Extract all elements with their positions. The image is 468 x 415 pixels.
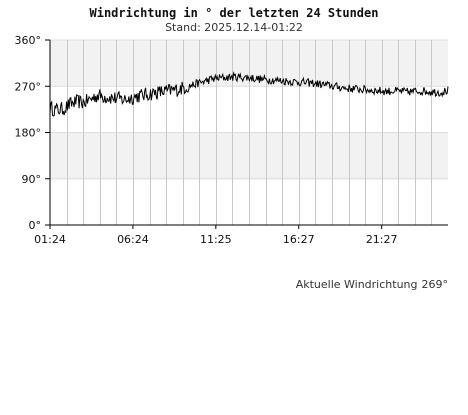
chart-title: Windrichtung in ° der letzten 24 Stunden bbox=[89, 6, 379, 20]
x-tick-label: 21:27 bbox=[366, 233, 398, 246]
y-tick-label: 0° bbox=[29, 219, 42, 232]
current-direction-label: Aktuelle Windrichtung bbox=[295, 278, 418, 291]
x-tick-label: 11:25 bbox=[200, 233, 232, 246]
series-line bbox=[49, 71, 449, 117]
x-tick-label: 06:24 bbox=[117, 233, 149, 246]
y-axis-ticks: 0° 90° 180° 270° 360° bbox=[15, 34, 50, 232]
y-tick-label: 270° bbox=[15, 80, 42, 93]
y-tick-label: 360° bbox=[15, 34, 42, 47]
x-tick-label: 16:27 bbox=[283, 233, 315, 246]
vertical-gridlines bbox=[67, 40, 432, 225]
x-tick-label: 01:24 bbox=[34, 233, 66, 246]
y-tick-label: 180° bbox=[15, 127, 42, 140]
chart-subtitle: Stand: 2025.12.14-01:22 bbox=[165, 21, 303, 34]
current-direction: Aktuelle Windrichtung 269° bbox=[296, 278, 448, 291]
x-axis-ticks: 01:24 06:24 11:25 16:27 21:27 bbox=[34, 225, 398, 246]
y-tick-label: 90° bbox=[22, 173, 42, 186]
current-direction-value: 269° bbox=[421, 278, 449, 291]
